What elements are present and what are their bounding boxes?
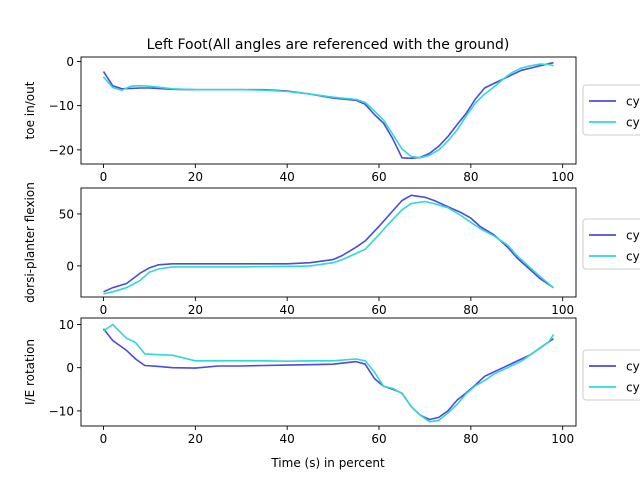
- y-axis-label: dorsi-planter flexion: [23, 182, 37, 303]
- x-tick-label: 0: [100, 432, 108, 446]
- y-axis-label: I/E rotation: [23, 339, 37, 405]
- x-tick-label: 80: [463, 170, 478, 184]
- y-tick-label: 0: [66, 361, 74, 375]
- x-tick-label: 0: [100, 303, 108, 317]
- y-tick-label: 10: [59, 318, 74, 332]
- axes-frame: [80, 187, 577, 298]
- legend-label-2: cy: [626, 250, 640, 264]
- series-line-1: [103, 194, 554, 293]
- x-tick-label: 60: [371, 170, 386, 184]
- series-line-2: [102, 63, 554, 159]
- x-tick-label: 40: [280, 432, 295, 446]
- series-line-2: [103, 200, 555, 295]
- x-tick-label: 40: [280, 303, 295, 317]
- x-tick-label: 20: [188, 303, 203, 317]
- series-line-2: [103, 323, 555, 423]
- x-axis-label: Time (s) in percent: [270, 456, 385, 470]
- legend-label-1: cy: [626, 229, 640, 243]
- axes-frame: [80, 56, 577, 165]
- x-tick-label: 0: [100, 170, 108, 184]
- x-tick-label: 80: [463, 432, 478, 446]
- subplot-2: 0 20 40 60 80 100 0 50 dorsi-planter flexion cy cy: [23, 182, 640, 317]
- subplot-1: 0 20 40 60 80 100 0 −10 −20 toe in/out cy cy: [23, 55, 640, 184]
- x-tick-label: 40: [280, 170, 295, 184]
- legend-label-1: cy: [626, 360, 640, 374]
- y-tick-label: 0: [66, 55, 74, 69]
- x-tick-label: 60: [371, 432, 386, 446]
- legend-label-2: cy: [626, 381, 640, 395]
- y-tick-label: −10: [49, 99, 74, 113]
- x-tick-label: 80: [463, 303, 478, 317]
- x-tick-label: 20: [188, 432, 203, 446]
- y-tick-label: 50: [59, 207, 74, 221]
- y-tick-label: −10: [49, 404, 74, 418]
- x-tick-label: 100: [551, 432, 574, 446]
- chart-title: Left Foot(All angles are referenced with…: [147, 37, 510, 53]
- x-tick-label: 20: [188, 170, 203, 184]
- x-tick-label: 100: [551, 170, 574, 184]
- x-tick-label: 60: [371, 303, 386, 317]
- legend-label-1: cy: [626, 95, 640, 109]
- axes-frame: [80, 317, 577, 427]
- y-tick-label: 0: [66, 259, 74, 273]
- x-tick-label: 100: [551, 303, 574, 317]
- y-axis-label: toe in/out: [23, 81, 37, 139]
- y-tick-label: −20: [49, 143, 74, 157]
- legend-label-2: cy: [626, 116, 640, 130]
